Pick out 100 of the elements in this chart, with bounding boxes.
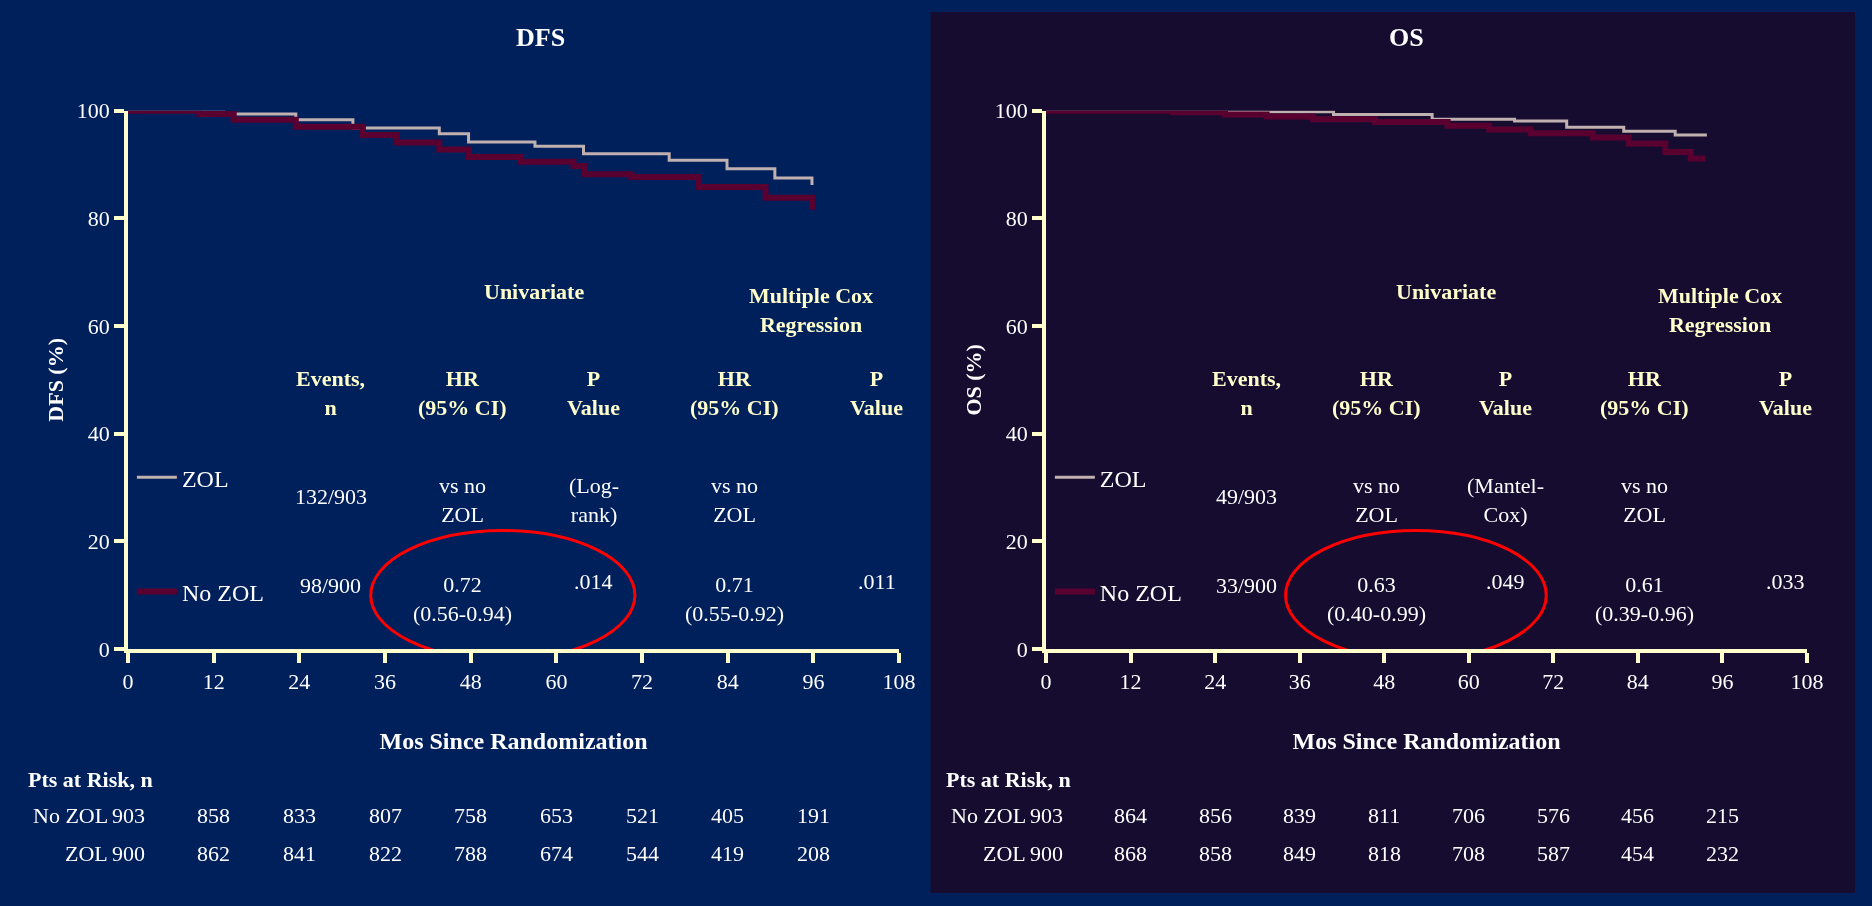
y-tick-label: 40 xyxy=(1005,421,1028,447)
y-tick-label: 100 xyxy=(994,98,1028,124)
text: 215 xyxy=(1706,803,1739,828)
text: 232 xyxy=(1706,841,1739,866)
y-tick-label: 0 xyxy=(98,636,110,662)
text: No ZOL xyxy=(33,803,109,828)
text: 862 xyxy=(197,841,230,866)
text: 706 xyxy=(1452,803,1485,828)
x-axis-title: Mos Since Randomization xyxy=(379,728,648,755)
text: 653 xyxy=(540,803,573,828)
x-tick-label: 96 xyxy=(802,669,825,695)
annotation: P Value xyxy=(567,366,621,420)
text: 818 xyxy=(1368,841,1401,866)
annotation: 33/900 xyxy=(1216,573,1278,598)
x-tick-label: 84 xyxy=(716,669,739,695)
annotation: .033 xyxy=(1766,569,1805,594)
annotation: HR (95% CI) xyxy=(1600,366,1689,420)
annotation: .014 xyxy=(574,569,613,594)
y-tick-label: 40 xyxy=(87,421,110,447)
chart-title: OS xyxy=(1389,23,1424,52)
text: 788 xyxy=(454,841,487,866)
text: 758 xyxy=(454,803,487,828)
annotation: Multiple Cox Regression xyxy=(749,283,874,337)
y-tick-label: 80 xyxy=(1005,206,1028,232)
text: ZOL xyxy=(65,841,108,866)
y-tick-label: 20 xyxy=(1005,529,1028,554)
y-tick-label: 60 xyxy=(1005,313,1028,339)
annotation: HR (95% CI) xyxy=(1332,366,1421,420)
annotation: .011 xyxy=(858,569,896,594)
annotation: 0.72 (0.56-0.94) xyxy=(413,572,512,626)
legend-label: ZOL xyxy=(1099,465,1147,492)
x-tick-label: 0 xyxy=(1040,669,1052,695)
annotation: 98/900 xyxy=(300,573,362,598)
legend-label: No ZOL xyxy=(1099,579,1182,606)
annotation: vs no ZOL xyxy=(1621,473,1669,527)
x-tick-label: 12 xyxy=(202,669,225,695)
text: 833 xyxy=(283,803,316,828)
x-tick-label: 108 xyxy=(882,669,916,695)
legend-label: ZOL xyxy=(181,465,229,492)
text: 544 xyxy=(626,841,659,866)
text: 849 xyxy=(1283,841,1316,866)
annotation: P Value xyxy=(1479,366,1533,420)
annotation: vs no ZOL xyxy=(711,473,759,527)
annotation: Univariate xyxy=(1396,279,1497,304)
annotation: 0.61 (0.39-0.96) xyxy=(1595,572,1694,626)
annotation: .049 xyxy=(1486,569,1525,594)
annotation: 132/903 xyxy=(295,484,368,509)
text: ZOL xyxy=(983,841,1026,866)
text: 456 xyxy=(1621,803,1654,828)
annotation: 0.63 (0.40-0.99) xyxy=(1327,572,1426,626)
x-tick-label: 72 xyxy=(1542,669,1565,695)
text: 587 xyxy=(1537,841,1570,866)
text: 708 xyxy=(1452,841,1485,866)
text: 858 xyxy=(1199,841,1232,866)
text: 807 xyxy=(369,803,402,828)
y-axis-title: DFS (%) xyxy=(42,337,68,422)
x-tick-label: 12 xyxy=(1119,669,1142,695)
text: 419 xyxy=(711,841,744,866)
annotation: HR (95% CI) xyxy=(690,366,779,420)
annotation: HR (95% CI) xyxy=(418,366,507,420)
x-tick-label: 108 xyxy=(1790,669,1824,695)
legend-label: No ZOL xyxy=(181,579,264,606)
text: 903 xyxy=(112,803,145,828)
text: No ZOL xyxy=(951,803,1027,828)
annotation: (Mantel-Cox) xyxy=(1467,473,1544,527)
text: 191 xyxy=(797,803,830,828)
x-tick-label: 84 xyxy=(1626,669,1649,695)
y-tick-label: 20 xyxy=(87,529,110,554)
y-tick-label: 60 xyxy=(87,313,110,339)
y-axis-title: OS (%) xyxy=(960,344,986,416)
x-tick-label: 60 xyxy=(545,669,568,695)
text: 822 xyxy=(369,841,402,866)
y-tick-label: 100 xyxy=(76,98,110,124)
x-tick-label: 36 xyxy=(1288,669,1311,695)
text: 900 xyxy=(112,841,145,866)
annotation: Events, n xyxy=(296,366,366,420)
text: 903 xyxy=(1030,803,1063,828)
text: 405 xyxy=(711,803,744,828)
annotation: P Value xyxy=(850,366,904,420)
annotation: P Value xyxy=(1759,366,1813,420)
text: 454 xyxy=(1621,841,1654,866)
annotation: vs no ZOL xyxy=(1353,473,1401,527)
text: 576 xyxy=(1537,803,1570,828)
chart-title: DFS xyxy=(516,23,566,52)
y-tick-label: 80 xyxy=(87,206,110,232)
annotation: 49/903 xyxy=(1216,484,1278,509)
x-tick-label: 96 xyxy=(1711,669,1734,695)
y-tick-label: 0 xyxy=(1016,636,1028,662)
text: 856 xyxy=(1199,803,1232,828)
x-tick-label: 0 xyxy=(122,669,134,695)
x-tick-label: 24 xyxy=(1204,669,1227,695)
annotation: (Log-rank) xyxy=(569,473,620,527)
text: 839 xyxy=(1283,803,1316,828)
annotation: Univariate xyxy=(484,279,585,304)
text: Pts at Risk, n xyxy=(28,767,153,792)
annotation: 0.71 (0.55-0.92) xyxy=(685,572,784,626)
text: Pts at Risk, n xyxy=(946,767,1071,792)
text: 858 xyxy=(197,803,230,828)
annotation: Multiple Cox Regression xyxy=(1658,283,1783,337)
text: 674 xyxy=(540,841,573,866)
